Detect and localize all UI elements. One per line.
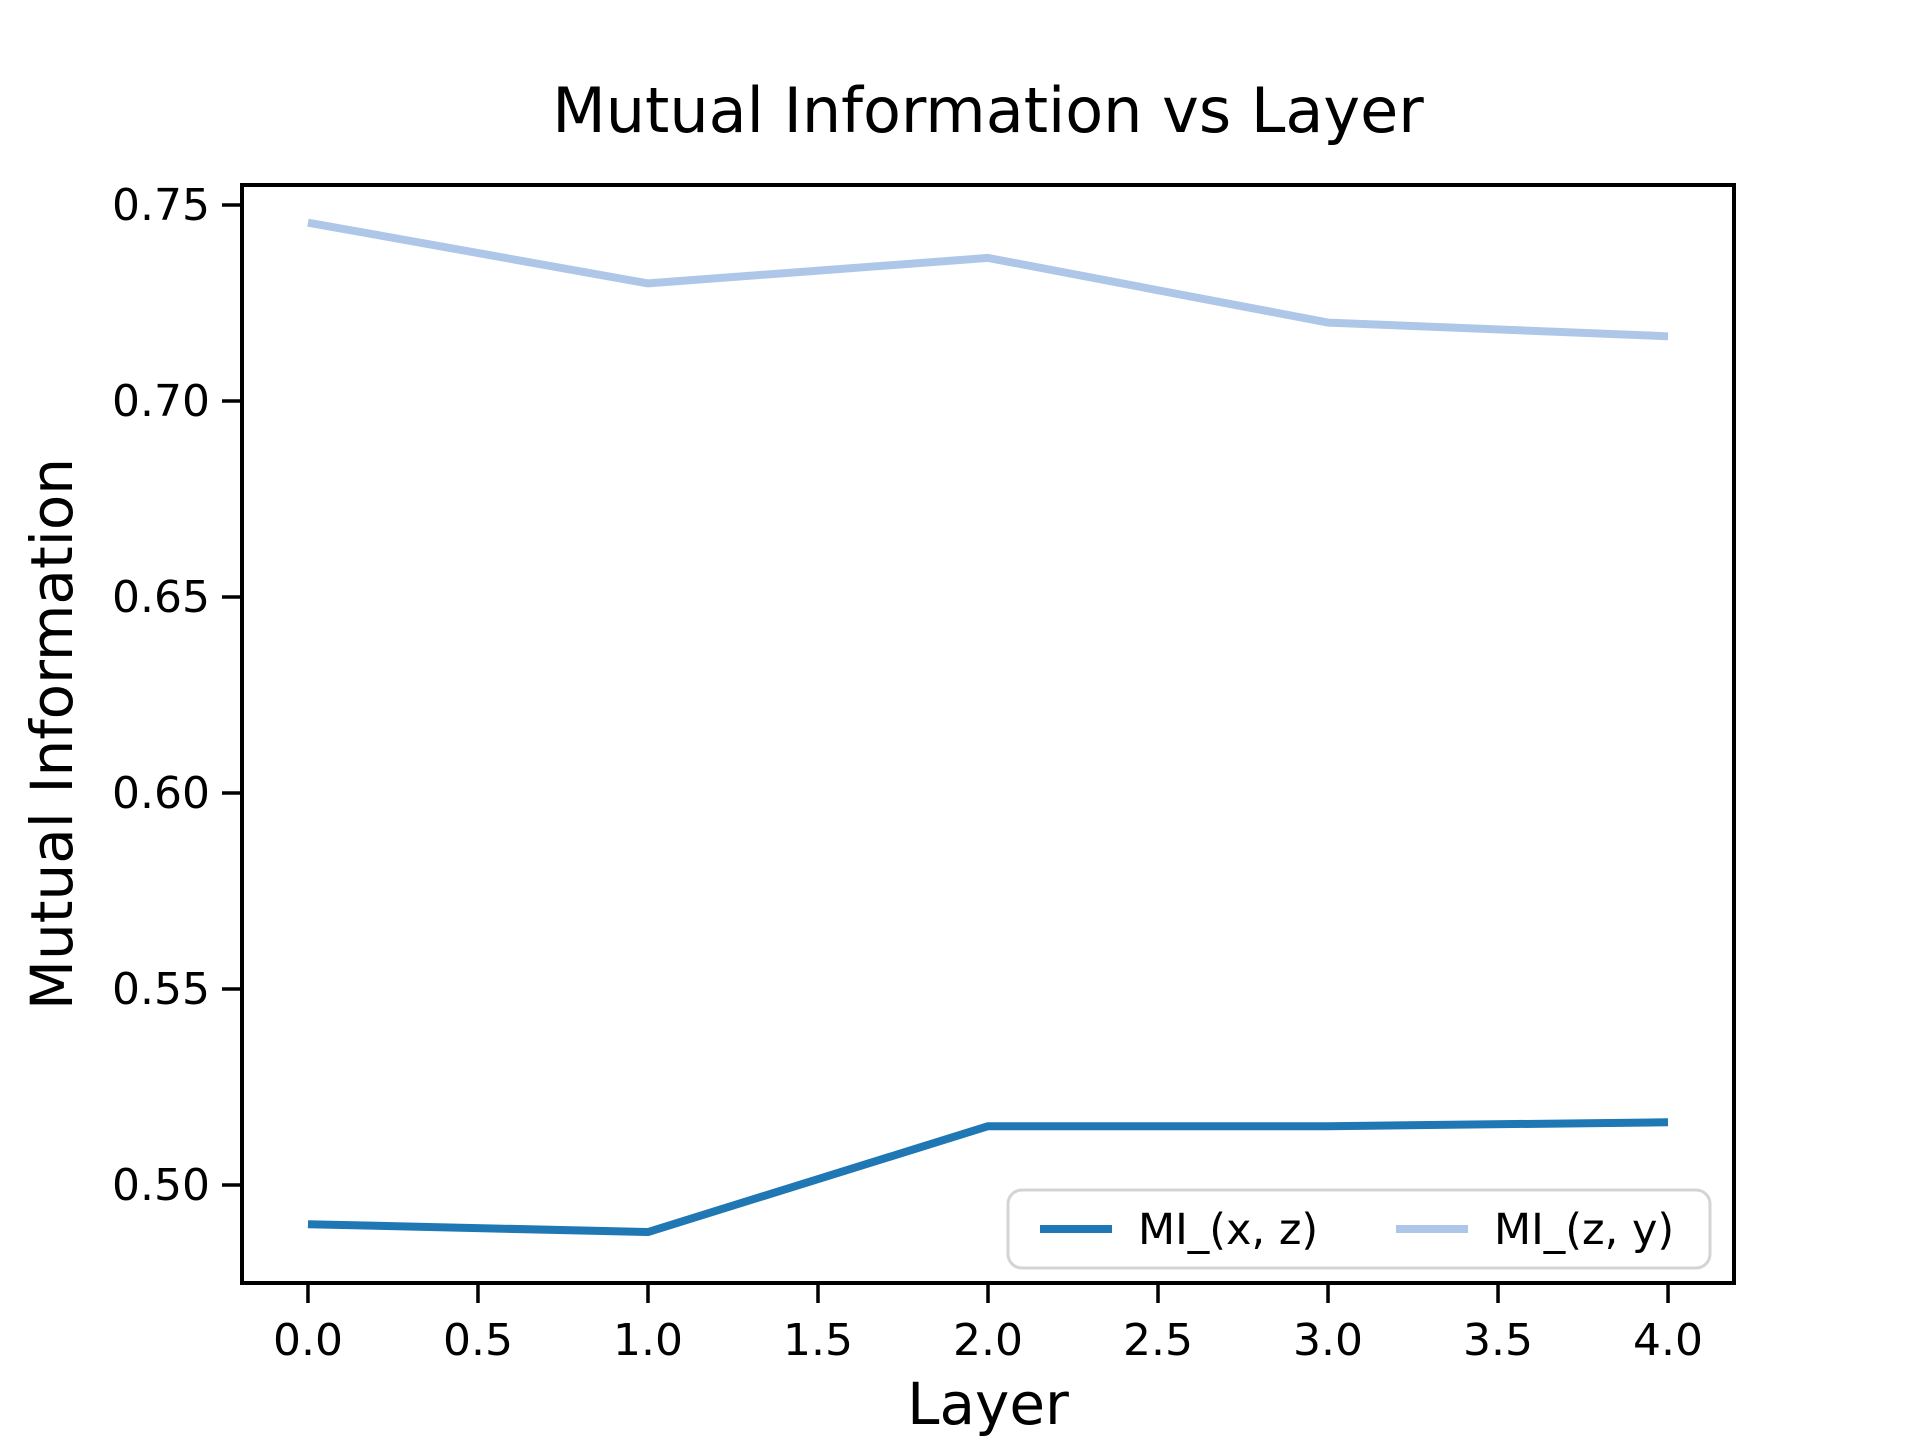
x-tick-label: 1.0 (613, 1315, 683, 1366)
x-tick-label: 2.0 (953, 1315, 1023, 1366)
x-axis-label: Layer (907, 1370, 1069, 1438)
chart-title: Mutual Information vs Layer (552, 74, 1424, 147)
series-line-mi-z-y (307, 218, 1669, 341)
x-tick-label: 1.5 (783, 1315, 853, 1366)
x-tick-label: 3.5 (1463, 1315, 1533, 1366)
y-tick-label: 0.65 (112, 572, 210, 623)
legend-label-mi-x-z: MI_(x, z) (1138, 1205, 1318, 1255)
series-line-mi-x-z (307, 1118, 1669, 1237)
legend-box (1006, 1188, 1712, 1270)
x-tick-label: 3.0 (1293, 1315, 1363, 1366)
legend-label-mi-z-y: MI_(z, y) (1494, 1205, 1674, 1255)
x-tick-label: 0.0 (273, 1315, 343, 1366)
x-tick-label: 0.5 (443, 1315, 513, 1366)
y-axis-label: Mutual Information (18, 458, 86, 1010)
y-tick-label: 0.75 (112, 180, 210, 231)
y-tick-label: 0.70 (112, 376, 210, 427)
y-tick-label: 0.50 (112, 1160, 210, 1211)
axis-spines (240, 183, 1736, 1285)
x-tick-label: 4.0 (1633, 1315, 1703, 1366)
y-tick-label: 0.60 (112, 768, 210, 819)
y-tick-label: 0.55 (112, 964, 210, 1015)
chart-content: 0.0 0.5 1.0 1.5 2.0 2.5 3.0 3.5 4.0 0.50 0.55 0.60 0… (112, 180, 1736, 1366)
x-tick-label: 2.5 (1123, 1315, 1193, 1366)
